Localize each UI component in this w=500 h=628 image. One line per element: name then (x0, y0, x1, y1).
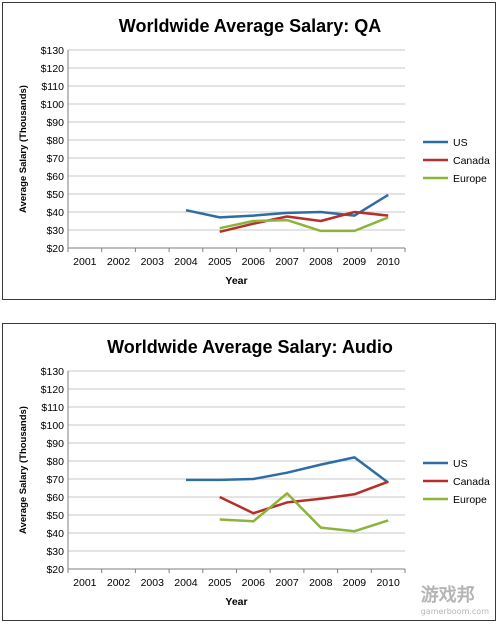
y-tick-label: $40 (46, 528, 64, 540)
x-axis-label: Year (225, 275, 247, 287)
legend-label-europe: Europe (453, 494, 487, 506)
y-axis-label: Average Salary (Thousands) (18, 406, 29, 534)
y-tick-label: $40 (46, 207, 64, 219)
x-tick-label: 2001 (73, 256, 97, 268)
series-line-us (185, 193, 389, 219)
x-tick-label: 2006 (242, 577, 266, 589)
y-tick-label: $20 (46, 243, 64, 255)
y-tick-label: $60 (46, 171, 64, 183)
x-tick-label: 2003 (141, 256, 165, 268)
y-tick-label: $110 (41, 81, 64, 93)
x-tick-label: 2002 (107, 577, 131, 589)
chart-title: Worldwide Average Salary: QA (119, 16, 381, 36)
x-tick-label: 2009 (343, 256, 367, 268)
legend-label-us: US (453, 458, 468, 470)
legend-label-us: US (453, 137, 468, 149)
y-tick-label: $100 (41, 99, 65, 111)
y-tick-label: $60 (46, 492, 64, 504)
y-tick-label: $20 (46, 564, 64, 576)
chart-audio: Worldwide Average Salary: Audio $20 $30 $40… (18, 337, 490, 608)
x-tick-label: 2009 (343, 577, 367, 589)
y-tick-label: $30 (46, 225, 64, 237)
series-line-us (186, 456, 389, 484)
legend-label-europe: Europe (453, 173, 487, 185)
series-line-europe (219, 216, 389, 233)
x-tick-label: 2010 (376, 256, 400, 268)
watermark-url: gamerboom.com (420, 607, 489, 616)
legend-label-canada: Canada (453, 476, 490, 488)
y-tick-label: $120 (41, 63, 65, 75)
x-tick-label: 2002 (107, 256, 131, 268)
y-tick-label: $80 (46, 456, 64, 468)
y-axis-label: Average Salary (Thousands) (18, 85, 29, 213)
x-tick-label: 2001 (73, 577, 97, 589)
watermark-text: 游戏邦 (420, 585, 475, 606)
x-tick-label: 2003 (141, 577, 165, 589)
y-tick-label: $70 (46, 474, 64, 486)
series-line-canada (219, 210, 389, 234)
y-tick-label: $50 (46, 510, 64, 522)
y-tick-label: $80 (46, 135, 64, 147)
y-tick-label: $50 (46, 189, 64, 201)
y-tick-label: $90 (46, 438, 64, 450)
x-axis-label: Year (225, 596, 247, 608)
chart-qa: Worldwide Average Salary: QA $20 $30 $40 $50… (18, 16, 490, 287)
x-tick-label: 2007 (275, 577, 299, 589)
y-tick-label: $130 (41, 366, 65, 378)
chart-panel-audio: Worldwide Average Salary: Audio $20 $30 $40… (2, 323, 496, 621)
x-tick-label: 2008 (309, 577, 333, 589)
series-line-canada (219, 480, 389, 515)
chart-title: Worldwide Average Salary: Audio (107, 337, 393, 357)
x-tick-label: 2007 (275, 256, 299, 268)
y-tick-label: $70 (46, 153, 64, 165)
y-tick-label: $110 (41, 402, 64, 414)
x-tick-label: 2004 (174, 577, 198, 589)
x-tick-label: 2010 (376, 577, 400, 589)
y-tick-label: $30 (46, 546, 64, 558)
x-tick-label: 2006 (242, 256, 266, 268)
chart-panel-qa: Worldwide Average Salary: QA $20 $30 $40 $50… (2, 2, 496, 300)
x-tick-label: 2005 (208, 577, 232, 589)
y-tick-label: $130 (41, 45, 65, 57)
series-line-europe (219, 492, 389, 533)
x-tick-label: 2008 (309, 256, 333, 268)
watermark-logo: 游戏邦 gamerboom.com (421, 581, 489, 616)
y-tick-label: $120 (41, 384, 65, 396)
x-tick-label: 2004 (174, 256, 198, 268)
y-tick-label: $90 (46, 117, 64, 129)
legend-label-canada: Canada (453, 155, 490, 167)
x-tick-label: 2005 (208, 256, 232, 268)
y-tick-label: $100 (41, 420, 65, 432)
